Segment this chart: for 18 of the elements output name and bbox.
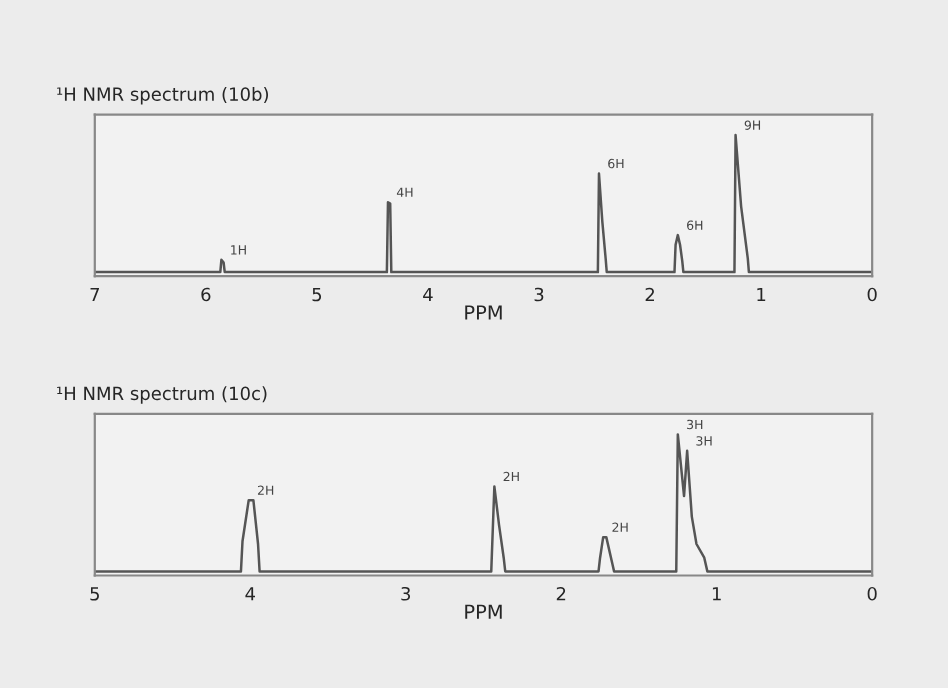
x-tick-label: 0 [867,586,877,601]
x-tick-label: 0 [867,287,877,302]
x-tick-label: 1 [712,587,721,601]
x-tick-label: 5 [90,587,99,601]
x-tick-label: 5 [312,287,322,302]
x-tick-label: 7 [90,287,99,302]
chart-title: ¹H NMR spectrum (10b) [57,86,269,105]
x-tick-label: 4 [423,287,433,302]
x-tick-label: 3 [534,287,544,302]
x-axis-title: PPM [465,604,502,619]
x-axis-title: PPM [465,305,502,320]
x-tick-label: 1 [757,287,766,302]
x-tick-label: 2 [556,586,566,601]
x-tick-label: 6 [201,287,211,302]
x-tick-label: 3 [401,586,411,601]
x-tick-label: 4 [245,587,255,601]
x-tick-label: 2 [645,287,654,302]
chart-title: ¹H NMR spectrum (10c) [57,386,267,404]
